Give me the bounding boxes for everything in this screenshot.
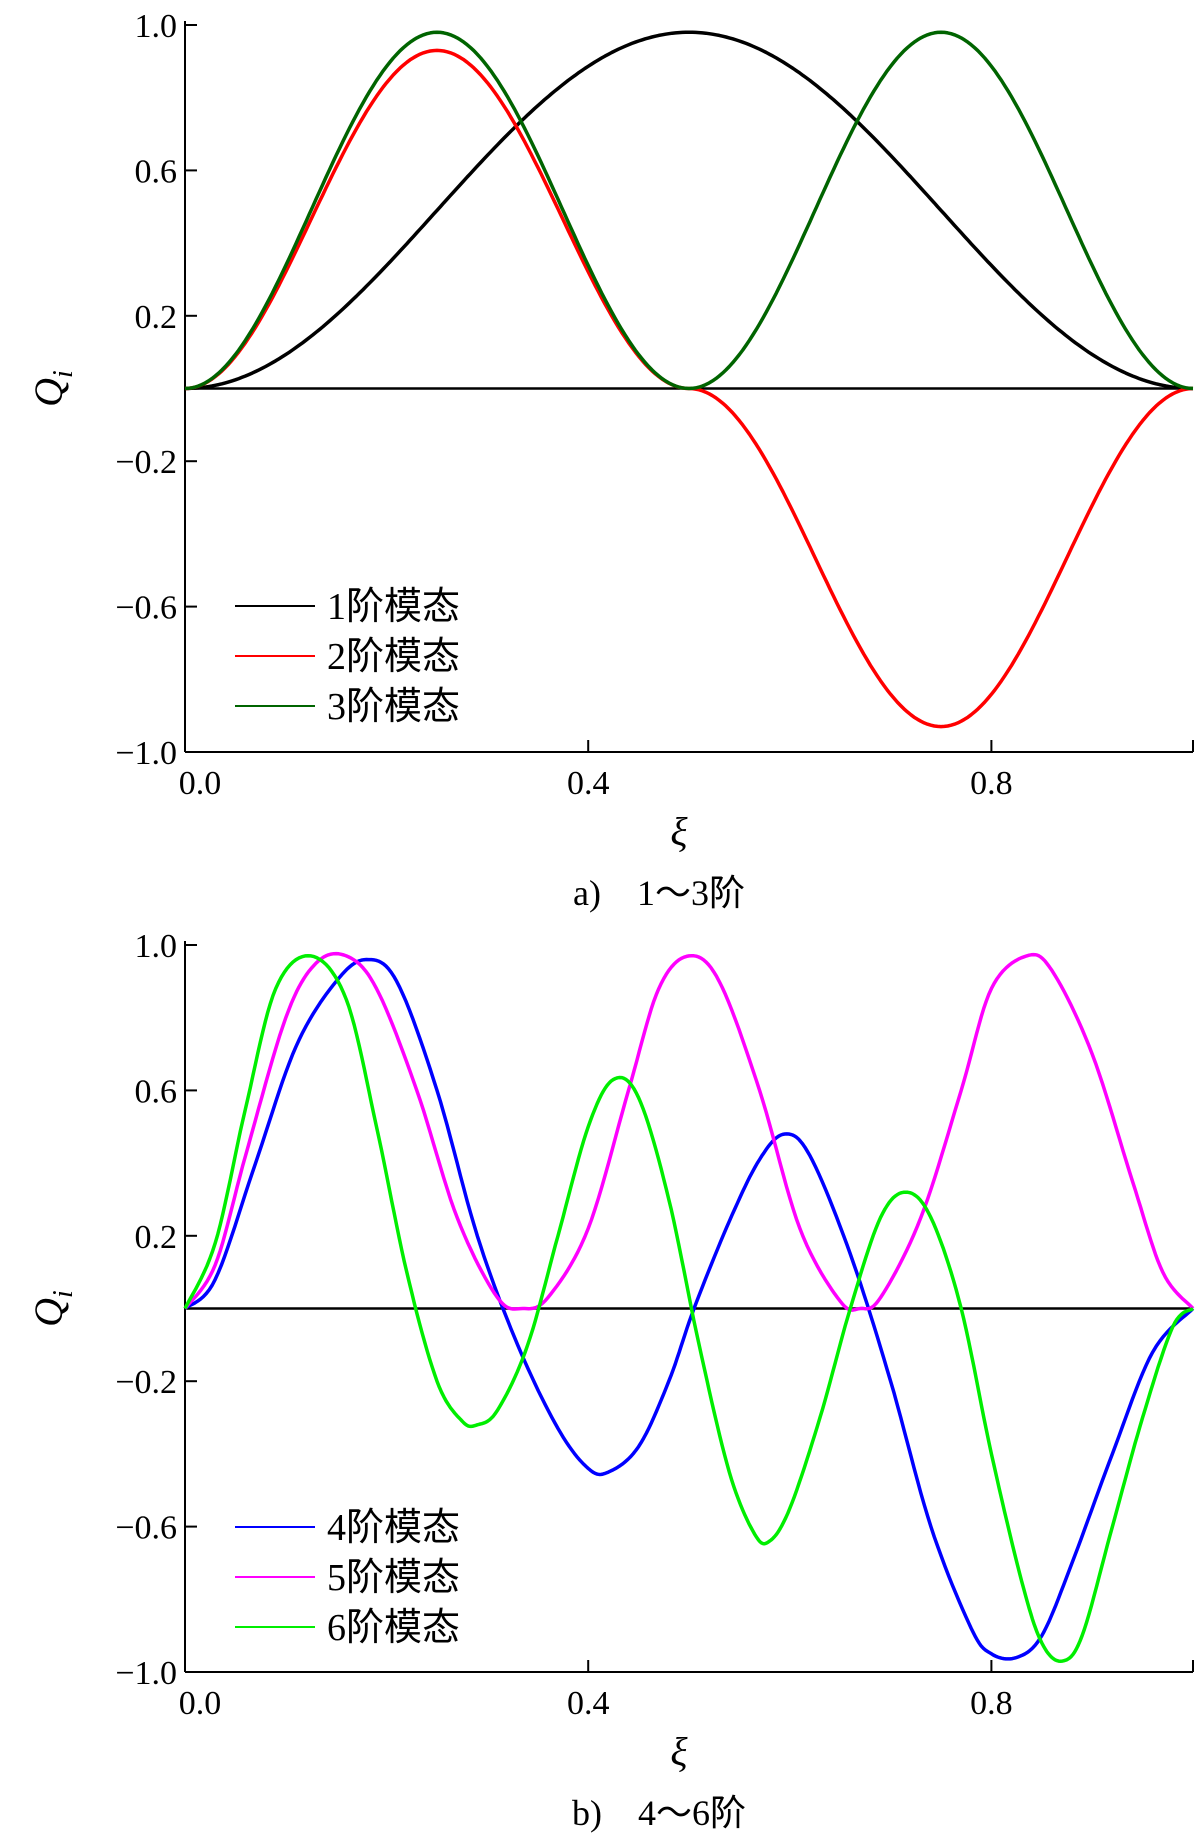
y-tick-label: −1.0: [115, 1655, 177, 1692]
y-tick-label: 0.6: [135, 153, 178, 190]
x-tick-label: 0.0: [179, 765, 222, 802]
legend-label: 5阶模态: [327, 1557, 460, 1599]
y-tick-label: −1.0: [115, 735, 177, 772]
y-axis-label: Qi: [26, 1290, 79, 1327]
series-line-2: [183, 951, 1195, 1312]
panel-caption: a) 1～3阶: [573, 873, 745, 913]
y-axis-label-main: Q: [26, 378, 71, 407]
y-axis-label-main: Q: [26, 1298, 71, 1327]
y-tick-label: 0.6: [135, 1073, 178, 1110]
chart-panel-b: 1.0 0.6 0.2 −0.2 −0.6 −1.00.0 0.4 0.8 4阶模态 5阶模态 6阶…: [26, 928, 1195, 1833]
y-tick-label: 0.2: [135, 1219, 178, 1256]
y-axis-label-sub: i: [48, 1290, 79, 1298]
legend-label: 4阶模态: [327, 1507, 460, 1549]
x-axis-label: ξ: [670, 809, 688, 854]
y-axis-label: Qi: [26, 370, 79, 407]
legend-label: 1阶模态: [327, 586, 460, 628]
series-line-3: [183, 953, 1194, 1663]
y-tick-label: −0.6: [115, 590, 177, 627]
legend-label: 3阶模态: [327, 686, 460, 728]
x-tick-label: 0.0: [179, 1685, 222, 1722]
x-tick-label: 0.8: [970, 1685, 1013, 1722]
y-tick-label: −0.2: [115, 1364, 177, 1401]
y-tick-label: −0.6: [115, 1510, 177, 1547]
y-tick-label: 1.0: [135, 8, 178, 45]
series-line-1: [185, 30, 1193, 391]
series-line-1: [183, 957, 1195, 1661]
legend-label: 2阶模态: [327, 636, 460, 678]
legend-label: 6阶模态: [327, 1607, 460, 1649]
y-axis-label-sub: i: [48, 370, 79, 378]
y-tick-label: 1.0: [135, 928, 178, 965]
panel-caption: b) 4～6阶: [572, 1793, 746, 1833]
x-tick-label: 0.4: [567, 765, 610, 802]
y-tick-label: −0.2: [115, 444, 177, 481]
y-tick-label: 0.2: [135, 299, 178, 336]
series-line-3: [184, 30, 1194, 391]
x-axis-label: ξ: [670, 1729, 688, 1774]
x-tick-label: 0.4: [567, 1685, 610, 1722]
chart-panel-a: 1.0 0.6 0.2 −0.2 −0.6 −1.00.0 0.4 0.8 1阶模态 2阶模态 3阶…: [26, 8, 1194, 913]
x-tick-label: 0.8: [970, 765, 1013, 802]
